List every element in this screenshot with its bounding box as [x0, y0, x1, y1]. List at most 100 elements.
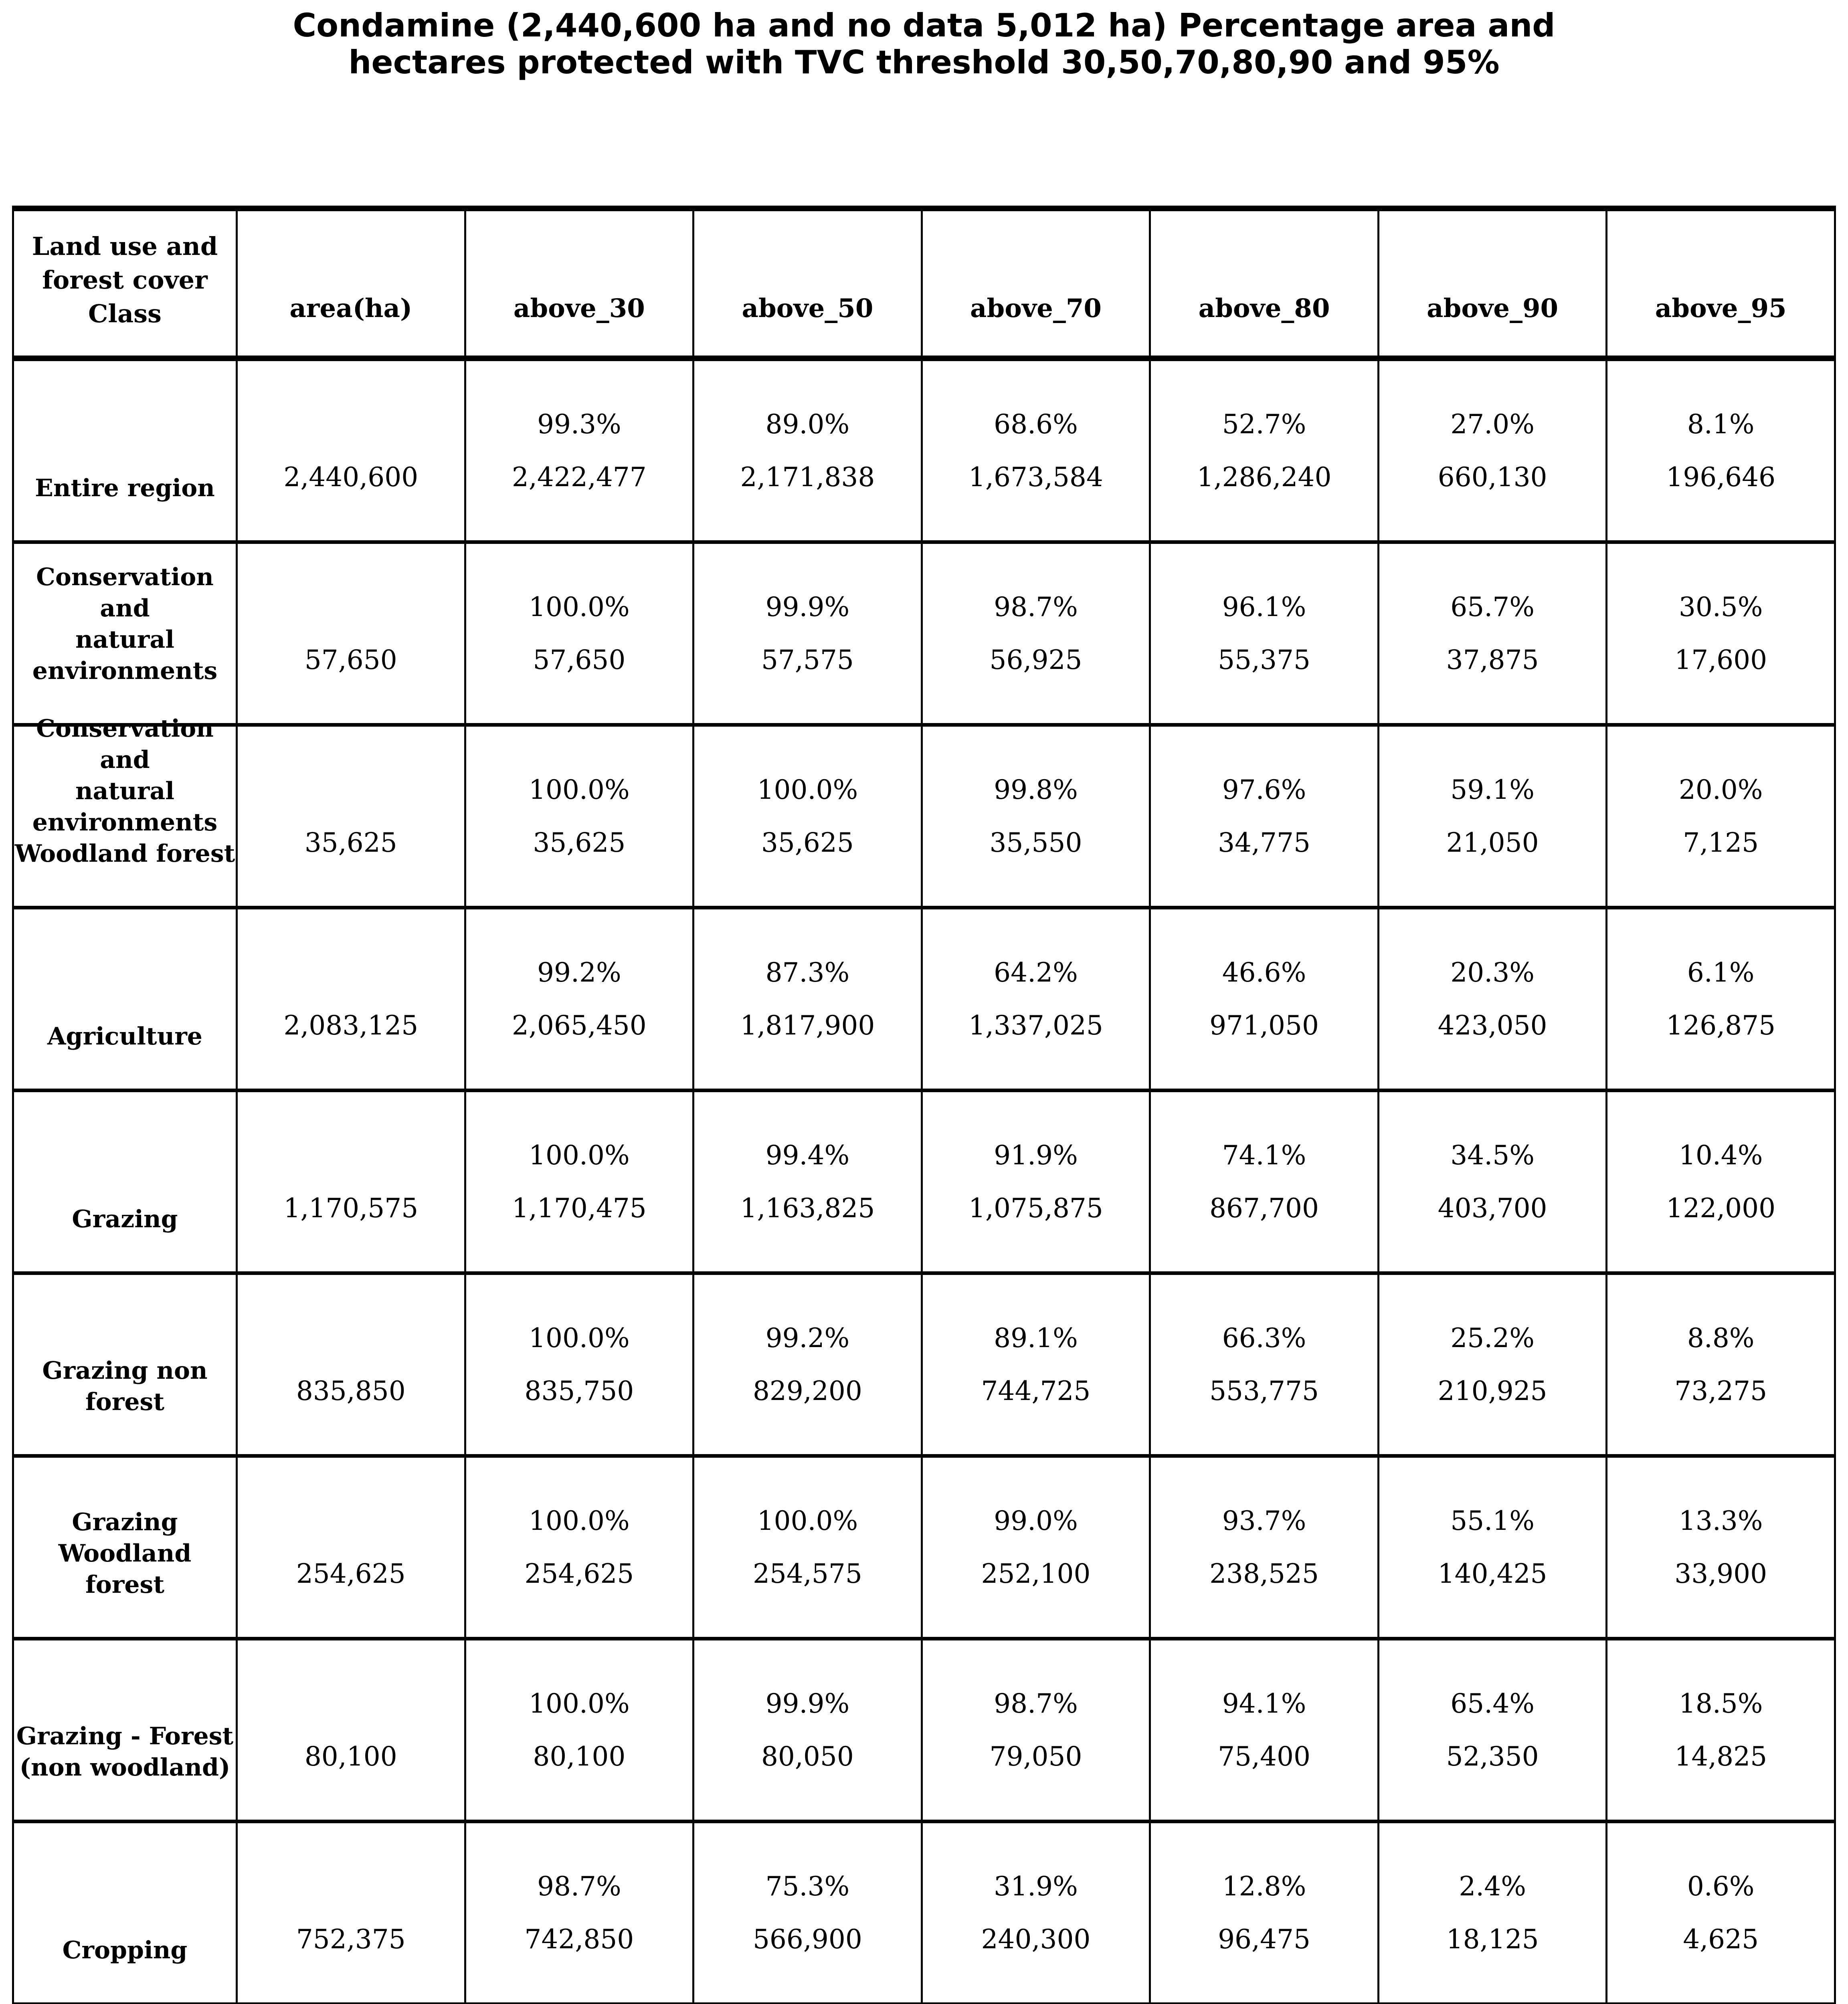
area-value: 752,375 — [296, 1923, 406, 1955]
threshold-cell: 99.2% 829,200 — [692, 1273, 923, 1458]
percent-value: 98.7% — [994, 591, 1078, 622]
percent-value: 98.7% — [994, 1688, 1078, 1719]
percent-value: 100.0% — [529, 1322, 630, 1354]
threshold-cell: 2.4% 18,125 — [1377, 1821, 1608, 2004]
area-cell: 835,850 — [236, 1273, 466, 1458]
hectares-value: 57,650 — [533, 644, 626, 675]
threshold-cell: 99.4% 1,163,825 — [692, 1090, 923, 1275]
percent-value: 55.1% — [1450, 1505, 1535, 1536]
area-value: 35,625 — [304, 827, 397, 858]
percent-value: 99.3% — [537, 408, 621, 440]
hectares-value: 21,050 — [1446, 827, 1539, 858]
threshold-cell: 87.3% 1,817,900 — [692, 907, 923, 1092]
threshold-cell: 91.9% 1,075,875 — [920, 1090, 1151, 1275]
threshold-cell: 68.6% 1,673,584 — [920, 358, 1151, 544]
threshold-cell: 99.0% 252,100 — [920, 1456, 1151, 1640]
percent-value: 75.3% — [765, 1871, 850, 1902]
percent-value: 89.1% — [994, 1322, 1078, 1354]
hectares-value: 4,625 — [1683, 1923, 1759, 1955]
row-label-cell: Grazing — [12, 1090, 238, 1275]
hectares-value: 35,625 — [761, 827, 854, 858]
area-value: 254,625 — [296, 1558, 406, 1589]
hectares-value: 80,100 — [533, 1741, 626, 1772]
threshold-cell: 13.3% 33,900 — [1605, 1456, 1836, 1640]
header-area-ha-: area(ha) — [236, 208, 466, 361]
hectares-value: 1,075,875 — [968, 1192, 1103, 1224]
percent-value: 52.7% — [1222, 408, 1306, 440]
threshold-cell: 64.2% 1,337,025 — [920, 907, 1151, 1092]
table-row: Grazing Woodland forest 254,625 100.0% 254,… — [12, 1456, 1836, 1640]
hectares-value: 2,065,450 — [512, 1010, 647, 1041]
threshold-cell: 89.0% 2,171,838 — [692, 358, 923, 544]
hectares-value: 126,875 — [1666, 1010, 1776, 1041]
threshold-cell: 6.1% 126,875 — [1605, 907, 1836, 1092]
row-label: Conservation and natural environments Wo… — [14, 714, 235, 868]
hectares-value: 56,925 — [989, 644, 1082, 675]
percent-value: 13.3% — [1678, 1505, 1763, 1536]
hectares-value: 971,050 — [1209, 1010, 1319, 1041]
threshold-cell: 100.0% 80,100 — [464, 1638, 695, 1823]
threshold-cell: 34.5% 403,700 — [1377, 1090, 1608, 1275]
percent-value: 100.0% — [529, 774, 630, 805]
area-cell: 35,625 — [236, 725, 466, 909]
header-label: area(ha) — [289, 293, 412, 323]
header-label: above_30 — [513, 293, 645, 323]
table-row: Grazing 1,170,575 100.0% 1,170,475 99.4% 1,16… — [12, 1090, 1836, 1275]
percent-value: 27.0% — [1450, 408, 1535, 440]
threshold-cell: 66.3% 553,775 — [1149, 1273, 1379, 1458]
threshold-cell: 8.8% 73,275 — [1605, 1273, 1836, 1458]
area-cell: 2,083,125 — [236, 907, 466, 1092]
hectares-value: 742,850 — [524, 1923, 634, 1955]
area-cell: 1,170,575 — [236, 1090, 466, 1275]
landuse-table: Land use and forest cover Class area(ha) a… — [12, 206, 1836, 2004]
hectares-value: 73,275 — [1674, 1375, 1767, 1406]
hectares-value: 254,625 — [524, 1558, 634, 1589]
percent-value: 99.2% — [765, 1322, 850, 1354]
percent-value: 68.6% — [994, 408, 1078, 440]
table-row: Grazing - Forest (non woodland) 80,100 100… — [12, 1638, 1836, 1823]
threshold-cell: 30.5% 17,600 — [1605, 542, 1836, 727]
row-label-cell: Grazing Woodland forest — [12, 1456, 238, 1640]
percent-value: 12.8% — [1222, 1871, 1306, 1902]
hectares-value: 34,775 — [1218, 827, 1310, 858]
percent-value: 64.2% — [994, 957, 1078, 988]
threshold-cell: 100.0% 835,750 — [464, 1273, 695, 1458]
hectares-value: 52,350 — [1446, 1741, 1539, 1772]
row-label-cell: Entire region — [12, 358, 238, 544]
threshold-cell: 100.0% 1,170,475 — [464, 1090, 695, 1275]
hectares-value: 75,400 — [1218, 1741, 1310, 1772]
threshold-cell: 94.1% 75,400 — [1149, 1638, 1379, 1823]
table-row: Conservation and natural environments 57,… — [12, 542, 1836, 727]
area-cell: 254,625 — [236, 1456, 466, 1640]
table-row: Cropping 752,375 98.7% 742,850 75.3% 566,900 3… — [12, 1821, 1836, 2004]
threshold-cell: 20.3% 423,050 — [1377, 907, 1608, 1092]
row-label-cell: Agriculture — [12, 907, 238, 1092]
threshold-cell: 46.6% 971,050 — [1149, 907, 1379, 1092]
row-label-cell: Cropping — [12, 1821, 238, 2004]
threshold-cell: 98.7% 56,925 — [920, 542, 1151, 727]
hectares-value: 1,673,584 — [968, 461, 1103, 493]
percent-value: 20.3% — [1450, 957, 1535, 988]
header-above-50: above_50 — [692, 208, 923, 361]
area-cell: 752,375 — [236, 1821, 466, 2004]
threshold-cell: 0.6% 4,625 — [1605, 1821, 1836, 2004]
percent-value: 100.0% — [529, 1505, 630, 1536]
hectares-value: 196,646 — [1666, 461, 1776, 493]
hectares-value: 80,050 — [761, 1741, 854, 1772]
hectares-value: 744,725 — [981, 1375, 1091, 1406]
threshold-cell: 99.8% 35,550 — [920, 725, 1151, 909]
threshold-cell: 8.1% 196,646 — [1605, 358, 1836, 544]
percent-value: 96.1% — [1222, 591, 1306, 622]
area-cell: 57,650 — [236, 542, 466, 727]
percent-value: 89.0% — [765, 408, 850, 440]
percent-value: 8.1% — [1687, 408, 1755, 440]
percent-value: 0.6% — [1687, 1871, 1755, 1902]
percent-value: 30.5% — [1678, 591, 1763, 622]
threshold-cell: 98.7% 742,850 — [464, 1821, 695, 2004]
percent-value: 93.7% — [1222, 1505, 1306, 1536]
hectares-value: 210,925 — [1438, 1375, 1547, 1406]
hectares-value: 1,286,240 — [1197, 461, 1332, 493]
hectares-value: 829,200 — [752, 1375, 862, 1406]
percent-value: 91.9% — [994, 1139, 1078, 1171]
threshold-cell: 100.0% 254,575 — [692, 1456, 923, 1640]
